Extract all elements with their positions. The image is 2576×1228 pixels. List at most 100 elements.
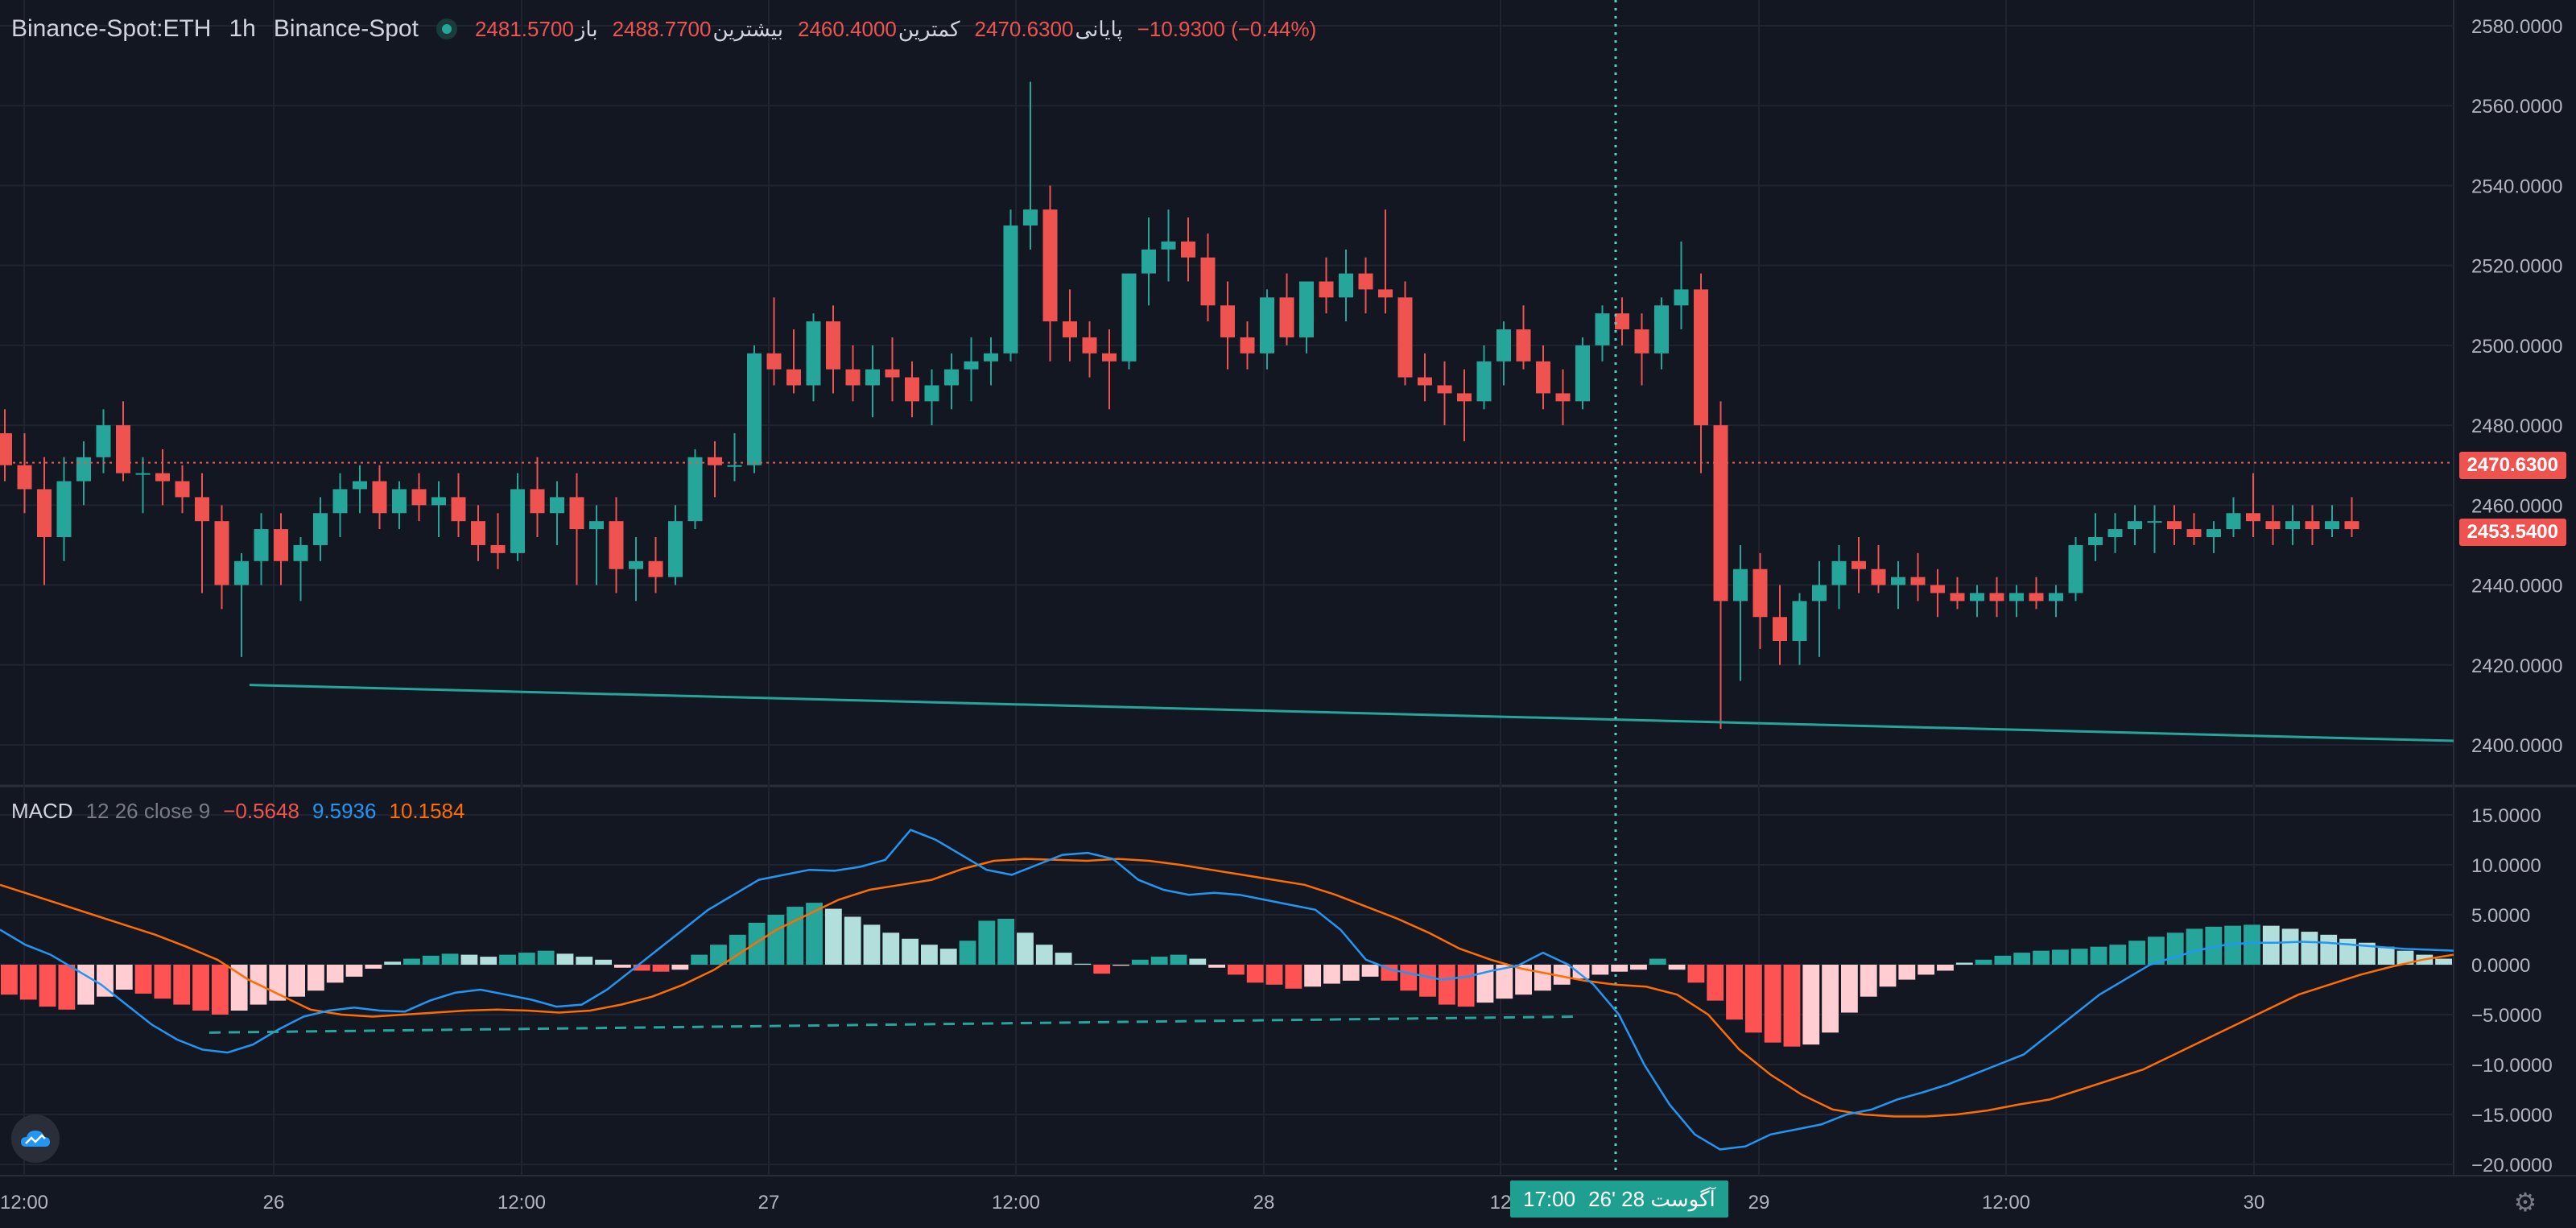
macd-histogram-bar	[1361, 965, 1379, 977]
candle-body	[1634, 329, 1649, 354]
gear-icon[interactable]: ⚙	[2513, 1188, 2537, 1217]
time-tick-label: 12	[1490, 1192, 1512, 1214]
trendline	[249, 684, 2454, 742]
candle-body	[2305, 521, 2320, 530]
macd-histogram-bar	[2281, 928, 2299, 965]
candle-body	[589, 521, 604, 530]
macd-histogram-bar	[1668, 965, 1686, 970]
candle-body	[1694, 289, 1708, 426]
time-tick-label: 26	[263, 1192, 285, 1214]
macd-histogram-bar	[2435, 958, 2452, 965]
candle-body	[1339, 273, 1353, 298]
macd-histogram-bar	[786, 907, 804, 965]
macd-histogram-bar	[863, 924, 881, 965]
macd-histogram-bar	[1189, 958, 1207, 965]
candle-body	[727, 465, 742, 467]
macd-histogram-bar	[499, 954, 516, 965]
macd-tick-label: −20.0000	[2471, 1155, 2553, 1176]
candle-body	[1023, 209, 1038, 226]
candle-body	[747, 353, 762, 465]
macd-line	[0, 829, 2454, 1151]
candle-body	[1950, 593, 1965, 602]
macd-histogram-bar	[2051, 949, 2069, 965]
macd-histogram-bar	[710, 945, 727, 965]
candle-body	[1082, 337, 1097, 354]
candle-body	[905, 377, 919, 402]
macd-histogram-bar	[422, 955, 440, 965]
macd-histogram-bar	[921, 945, 938, 965]
candle-body	[1279, 297, 1294, 337]
macd-histogram-bar	[58, 965, 76, 1010]
macd-histogram-bar	[192, 965, 209, 1011]
candle-body	[1852, 560, 1866, 569]
macd-histogram-bar	[1419, 965, 1436, 997]
symbol-name[interactable]: Binance-Spot:ETH	[11, 15, 212, 42]
macd-histogram-bar	[2262, 925, 2280, 965]
price-tick-label: 2480.0000	[2471, 416, 2562, 437]
macd-histogram-bar	[1131, 959, 1149, 965]
candle-body	[155, 473, 170, 482]
candle-body	[609, 521, 624, 569]
interval-label[interactable]: 1h	[229, 15, 256, 42]
candle-body	[490, 544, 506, 553]
candle-body	[1397, 297, 1413, 378]
candle-body	[2246, 513, 2260, 522]
candle-body	[116, 425, 130, 473]
tradingview-cloud-icon[interactable]	[11, 1114, 60, 1163]
macd-histogram-bar	[2090, 946, 2107, 965]
macd-tick-label: 15.0000	[2471, 805, 2541, 827]
macd-histogram-bar	[1975, 959, 1992, 965]
macd-histogram-bar	[614, 965, 631, 968]
macd-histogram-bar	[2109, 945, 2127, 965]
macd-histogram-bar	[2148, 937, 2165, 965]
candle-body	[1891, 577, 1905, 585]
macd-signal-line	[0, 858, 2454, 1118]
macd-histogram-bar	[77, 965, 95, 1005]
candle-body	[411, 489, 427, 506]
time-tick-label: 12:00	[497, 1192, 546, 1214]
candle-body	[1516, 329, 1531, 362]
macd-histogram-bar	[2033, 950, 2050, 965]
macd-histogram-bar	[1744, 965, 1762, 1033]
candle-body	[550, 497, 564, 514]
time-tick-label: 27	[758, 1192, 780, 1214]
macd-params: 12 26 close 9	[85, 799, 211, 823]
candle-body	[1970, 593, 1984, 602]
candle-body	[1989, 593, 2004, 602]
candle-body	[1496, 329, 1511, 362]
macd-histogram-bar	[1055, 953, 1072, 965]
macd-histogram-bar	[633, 965, 650, 971]
candle-body	[1555, 393, 1571, 402]
candle-body	[1161, 241, 1176, 250]
candle-body	[1792, 601, 1807, 642]
candle-body	[1299, 281, 1314, 337]
macd-legend[interactable]: MACD 12 26 close 9 −0.5648 9.5936 10.158…	[11, 799, 464, 824]
macd-histogram-bar	[1515, 965, 1532, 995]
macd-histogram-bar	[2166, 932, 2184, 965]
ohlc-close: پایانی2470.6300	[975, 17, 1123, 42]
macd-hist-value: −0.5648	[223, 799, 299, 823]
macd-histogram-bar	[1208, 965, 1225, 968]
candle-body	[2088, 537, 2103, 545]
ohlc-low: کمترین2460.4000	[798, 17, 960, 42]
candle-body	[293, 544, 308, 561]
candle-body	[313, 513, 328, 545]
macd-histogram-bar	[1150, 957, 1168, 965]
price-tick-label: 2400.0000	[2471, 735, 2562, 757]
macd-name: MACD	[11, 799, 73, 823]
candle-body	[234, 560, 249, 585]
candle-body	[1437, 385, 1452, 394]
candle-body	[135, 473, 151, 475]
candle-body	[885, 369, 900, 378]
cursor-date: 26' 28 آگوست	[1588, 1187, 1715, 1211]
macd-histogram-bar	[2186, 928, 2203, 965]
candle-body	[865, 369, 880, 386]
macd-histogram-bar	[1649, 958, 1666, 965]
candle-body	[274, 529, 288, 561]
macd-tick-label: 10.0000	[2471, 855, 2541, 877]
candle-body	[17, 465, 32, 490]
candle-body	[1595, 313, 1610, 345]
